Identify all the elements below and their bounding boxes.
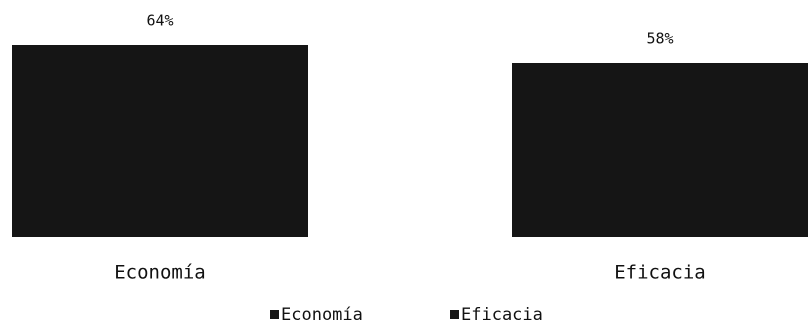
x-tick-label: Economía — [114, 262, 206, 284]
x-tick-label: Eficacia — [614, 262, 706, 284]
legend-label: Economía — [281, 305, 363, 324]
data-label: 64% — [146, 12, 173, 30]
legend-label: Eficacia — [461, 305, 543, 324]
bar — [512, 63, 808, 237]
legend-swatch — [270, 310, 279, 319]
data-label: 58% — [646, 30, 673, 48]
legend-swatch — [450, 310, 459, 319]
bar — [12, 45, 308, 237]
